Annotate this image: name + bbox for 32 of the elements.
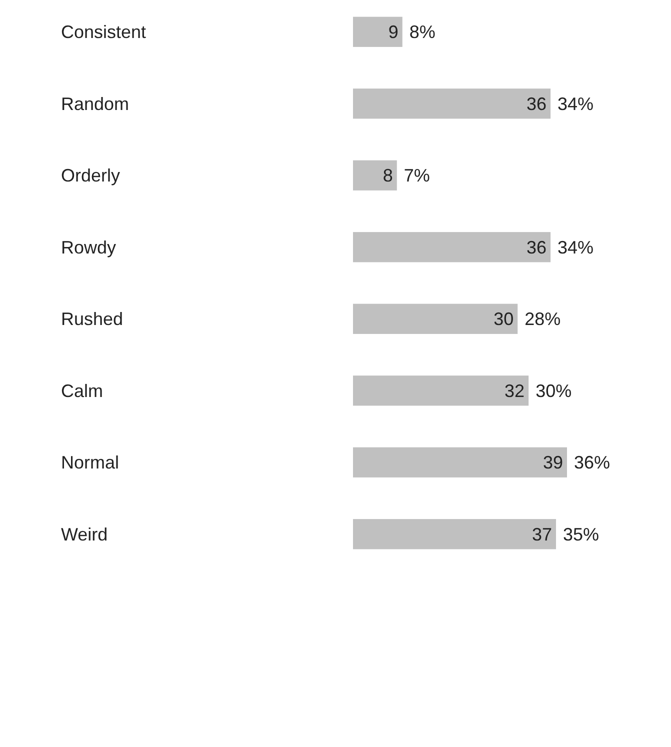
annotation: 28% <box>524 309 561 330</box>
annotation: 30% <box>536 380 572 401</box>
data-label: 32 <box>504 380 525 401</box>
data-label: 36 <box>526 94 547 114</box>
y-tick-label: Calm <box>61 380 104 401</box>
bar <box>353 16 402 47</box>
bar <box>353 304 518 334</box>
data-label: 30 <box>494 309 514 330</box>
y-tick-label: Normal <box>61 452 120 473</box>
bar <box>353 519 556 550</box>
annotation: 34% <box>558 94 594 114</box>
bar <box>353 376 529 406</box>
annotation: 7% <box>404 166 430 186</box>
data-label: 36 <box>526 237 547 258</box>
annotation: 34% <box>558 237 594 258</box>
y-tick-label: Consistent <box>61 22 146 42</box>
annotation: 36% <box>574 452 610 473</box>
bar <box>353 88 551 119</box>
bar <box>353 447 567 478</box>
y-tick-label: Random <box>61 94 130 114</box>
data-label: 9 <box>388 22 398 42</box>
y-tick-label: Rushed <box>61 309 124 330</box>
annotation: 35% <box>563 524 600 544</box>
y-tick-label: Weird <box>61 524 108 544</box>
data-label: 37 <box>532 524 552 544</box>
bar <box>353 232 551 262</box>
bar <box>353 160 397 190</box>
data-label: 39 <box>542 452 563 473</box>
y-tick-label: Orderly <box>61 166 120 186</box>
annotation: 8% <box>409 22 436 42</box>
data-label: 8 <box>382 166 393 186</box>
y-tick-label: Rowdy <box>61 237 116 258</box>
